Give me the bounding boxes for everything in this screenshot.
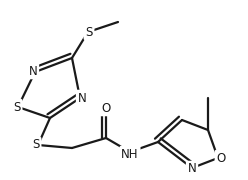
Text: N: N bbox=[78, 91, 86, 105]
Text: O: O bbox=[101, 102, 111, 114]
Text: S: S bbox=[32, 138, 40, 152]
Text: O: O bbox=[216, 152, 226, 165]
Text: N: N bbox=[29, 64, 37, 78]
Text: S: S bbox=[85, 26, 93, 39]
Text: N: N bbox=[188, 163, 196, 175]
Text: NH: NH bbox=[121, 147, 139, 161]
Text: S: S bbox=[13, 100, 21, 114]
